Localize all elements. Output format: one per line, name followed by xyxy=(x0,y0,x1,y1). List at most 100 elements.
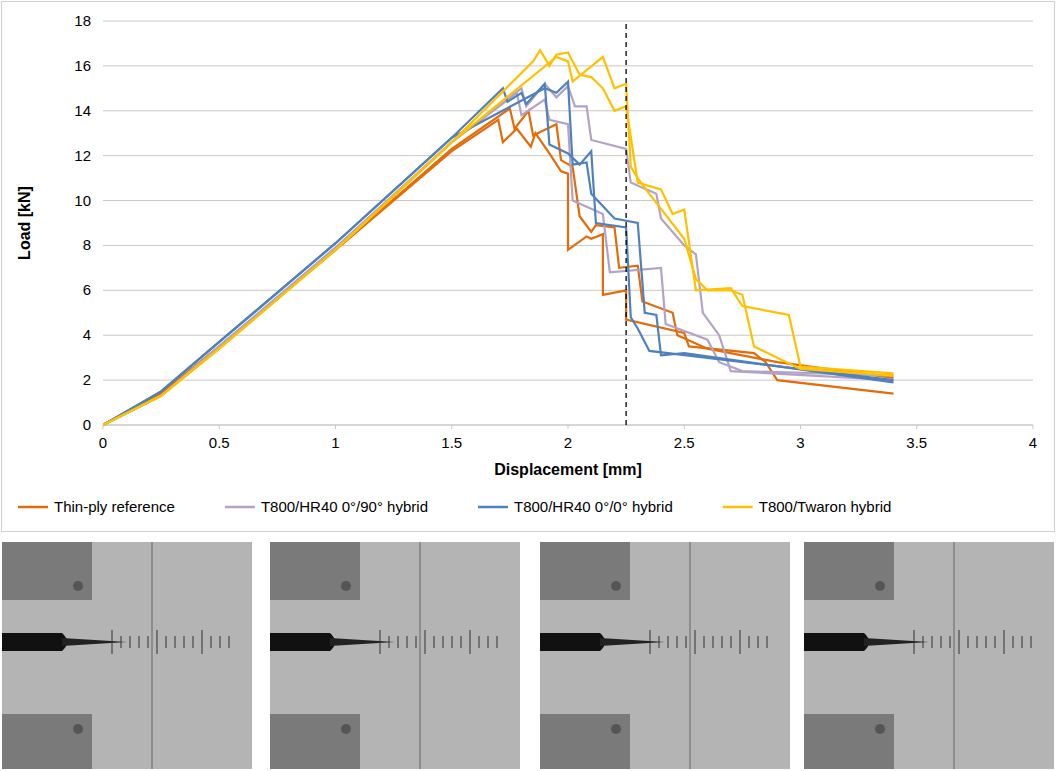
x-tick xyxy=(451,425,452,429)
load-curve xyxy=(103,84,894,425)
photo-scale-tick xyxy=(434,636,435,648)
x-tick xyxy=(568,425,569,429)
load-curve xyxy=(103,84,894,425)
photo-scale-tick xyxy=(139,636,140,648)
photo-scale-tick xyxy=(722,636,723,648)
x-tick-label: 2 xyxy=(564,434,572,451)
photo-ground xyxy=(540,542,790,769)
photo-scale-tick xyxy=(968,636,969,648)
specimen-photo xyxy=(804,542,1054,769)
photo-grip xyxy=(540,542,630,600)
photo-grip xyxy=(804,542,894,600)
x-tick-label: 0 xyxy=(99,434,107,451)
load-curve xyxy=(103,93,894,425)
photo-scale-tick xyxy=(941,636,942,648)
specimen-photo xyxy=(540,542,790,769)
photo-scale-tick xyxy=(425,630,426,654)
photo-crack xyxy=(62,638,127,646)
y-tick-label: 4 xyxy=(83,326,91,343)
x-tick-label: 3 xyxy=(796,434,804,451)
photo-scale-tick xyxy=(923,636,924,648)
photo-scale-tick xyxy=(121,636,122,648)
legend-label: T800/HR40 0°/90° hybrid xyxy=(261,498,428,515)
photo-grip xyxy=(270,714,360,769)
grid-line xyxy=(103,155,1033,156)
grid-line xyxy=(103,110,1033,111)
photo-crack xyxy=(600,638,665,646)
photo-notch xyxy=(2,633,67,651)
photo-guide-line xyxy=(420,542,421,769)
photo-scale-tick xyxy=(1031,636,1032,648)
photo-scale-tick xyxy=(914,630,915,654)
photo-scale-tick xyxy=(380,630,381,654)
plot-area xyxy=(103,21,894,425)
photo-scale-tick xyxy=(452,636,453,648)
legend-swatch xyxy=(225,506,255,509)
load-curve xyxy=(103,109,894,425)
photo-pin xyxy=(73,724,83,734)
photo-scale-tick xyxy=(758,636,759,648)
x-tick-label: 2.5 xyxy=(674,434,695,451)
photo-scale-tick xyxy=(479,636,480,648)
photo-scale-tick xyxy=(695,630,696,654)
photo-grip xyxy=(270,542,360,600)
photo-scale-tick xyxy=(148,636,149,648)
photo-scale-tick xyxy=(767,636,768,648)
reference-line xyxy=(625,21,626,425)
x-tick-label: 4 xyxy=(1029,434,1037,451)
legend: Thin-ply referenceT800/HR40 0°/90° hybri… xyxy=(18,498,891,515)
grid-line xyxy=(103,21,1033,22)
photo-scale-tick xyxy=(650,630,651,654)
chart: 02468101214161800.511.522.533.54Displace… xyxy=(0,0,1056,771)
photo-scale-tick xyxy=(389,636,390,648)
photo-notch xyxy=(804,633,869,651)
photo-ground xyxy=(270,542,520,769)
load-curve xyxy=(103,120,894,425)
x-tick-label: 1 xyxy=(331,434,339,451)
x-tick xyxy=(684,425,685,429)
x-tick xyxy=(916,425,917,429)
x-tick xyxy=(219,425,220,429)
specimen-photo xyxy=(270,542,520,769)
photo-scale-tick xyxy=(986,636,987,648)
photo-scale-tick xyxy=(740,630,741,654)
y-tick-label: 2 xyxy=(83,371,91,388)
photo-grip xyxy=(2,542,92,600)
x-axis-title: Displacement [mm] xyxy=(494,461,642,478)
photo-pin xyxy=(341,724,351,734)
photo-pin xyxy=(875,724,885,734)
photo-scale-tick xyxy=(1022,636,1023,648)
photo-scale-tick xyxy=(995,636,996,648)
specimen-photo xyxy=(2,542,252,769)
photo-scale-tick xyxy=(175,636,176,648)
x-tick-label: 3.5 xyxy=(906,434,927,451)
photo-ground xyxy=(804,542,1054,769)
photo-scale-tick xyxy=(184,636,185,648)
photo-scale-tick xyxy=(959,630,960,654)
y-tick-label: 10 xyxy=(74,192,91,209)
photo-crack xyxy=(864,638,929,646)
legend-swatch xyxy=(18,506,48,509)
photo-notch xyxy=(540,633,605,651)
photo-scale-tick xyxy=(112,630,113,654)
photo-scale-tick xyxy=(1013,636,1014,648)
photo-scale-tick xyxy=(932,636,933,648)
legend-label: T800/HR40 0°/0° hybrid xyxy=(514,498,673,515)
legend-label: T800/Twaron hybrid xyxy=(759,498,892,515)
photo-grip xyxy=(804,714,894,769)
photo-scale-tick xyxy=(416,636,417,648)
load-curve xyxy=(103,82,894,425)
y-tick-label: 16 xyxy=(74,57,91,74)
photo-pin xyxy=(611,724,621,734)
photo-scale-tick xyxy=(157,630,158,654)
photo-scale-tick xyxy=(749,636,750,648)
photo-scale-tick xyxy=(704,636,705,648)
photo-scale-tick xyxy=(677,636,678,648)
photo-scale-tick xyxy=(220,636,221,648)
photo-guide-line xyxy=(152,542,153,769)
photo-crack xyxy=(330,638,395,646)
legend-swatch xyxy=(723,506,753,509)
photo-pin xyxy=(611,581,621,591)
y-tick-label: 14 xyxy=(74,102,91,119)
photo-scale-tick xyxy=(229,636,230,648)
